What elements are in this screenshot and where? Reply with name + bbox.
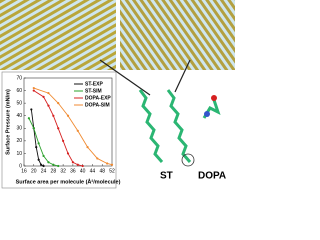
data-point	[106, 162, 109, 165]
series-line	[33, 90, 83, 167]
legend-label: DOPA-EXP	[85, 95, 111, 101]
data-point	[27, 117, 30, 120]
simulation-snapshot	[120, 0, 235, 70]
atom	[211, 95, 217, 101]
y-tick-label: 60	[16, 88, 22, 94]
data-point	[47, 104, 50, 107]
data-point	[32, 89, 35, 92]
x-tick-label: 32	[60, 168, 66, 174]
data-point	[57, 127, 60, 130]
data-point	[57, 102, 60, 105]
atom	[204, 111, 210, 117]
y-tick-label: 70	[16, 75, 22, 81]
data-point	[81, 164, 84, 168]
simulation-snapshot	[0, 0, 116, 70]
data-point	[66, 152, 70, 155]
data-point	[35, 146, 38, 149]
x-tick-label: 24	[41, 168, 47, 174]
data-point	[62, 139, 65, 142]
data-point	[76, 129, 79, 132]
y-axis-title: Surface Pressure (mN/m)	[5, 89, 11, 155]
y-tick-label: 0	[19, 163, 22, 169]
x-tick-label: 20	[31, 168, 37, 174]
y-tick-label: 30	[16, 126, 22, 132]
data-point	[66, 114, 70, 117]
figure: ST DOPA 0 10 20 30 40 50 60 70 16 20 24 28 32 36 40 44 4…	[0, 0, 235, 189]
label: DOPA	[198, 171, 226, 182]
legend-label: DOPA-SIM	[85, 102, 110, 108]
label: ST	[160, 171, 173, 182]
x-tick-label: 48	[99, 168, 105, 174]
dopa-molecule	[166, 89, 192, 163]
y-tick-label: 10	[16, 151, 22, 157]
x-tick-label: 28	[51, 168, 57, 174]
data-point	[30, 108, 33, 111]
x-tick-label: 52	[109, 168, 115, 174]
data-point	[57, 164, 60, 168]
plot-area	[23, 77, 113, 167]
x-tick-label: 36	[70, 168, 76, 174]
y-tick-label: 20	[16, 138, 22, 144]
data-point	[32, 86, 35, 90]
data-point	[76, 163, 79, 166]
data-point	[110, 163, 114, 166]
legend-label: ST-SIM	[85, 88, 102, 94]
y-tick-label: 40	[16, 113, 22, 119]
highlight	[181, 153, 195, 167]
x-tick-label: 44	[90, 168, 96, 174]
data-point	[37, 158, 40, 161]
data-point	[42, 164, 45, 168]
data-point	[40, 163, 43, 166]
data-point	[71, 161, 74, 164]
data-point	[96, 157, 99, 160]
data-point	[86, 146, 89, 149]
x-axis-title: Surface area per molecule (Å²/molecule)	[16, 178, 121, 185]
arrow	[99, 59, 151, 96]
data-point	[42, 154, 45, 158]
data-point	[37, 142, 40, 145]
data-point	[47, 161, 50, 164]
st-molecule	[138, 89, 164, 163]
data-point	[52, 114, 55, 117]
data-point	[47, 91, 50, 95]
x-tick-label: 40	[80, 168, 86, 174]
data-point	[42, 95, 45, 98]
x-tick-label: 16	[21, 168, 27, 174]
data-point	[32, 127, 35, 130]
arrow	[174, 59, 191, 93]
data-point	[52, 163, 55, 166]
y-tick-label: 50	[16, 100, 22, 106]
legend-label: ST-EXP	[85, 81, 103, 87]
